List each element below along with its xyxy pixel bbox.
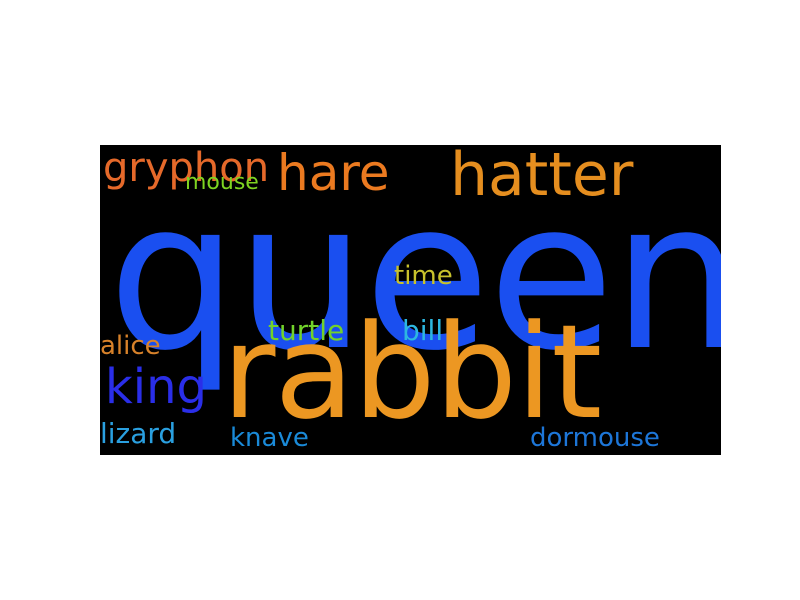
word-hatter: hatter (450, 145, 634, 210)
word-alice: alice (100, 331, 161, 361)
word-time: time (394, 261, 453, 291)
word-bill: bill (402, 314, 444, 347)
word-turtle: turtle (268, 314, 345, 347)
word-gryphon: gryphon (103, 145, 270, 191)
word-dormouse: dormouse (530, 423, 660, 453)
word-knave: knave (230, 423, 309, 453)
word-cloud: queen rabbit hatter hare gryphon mouse k… (100, 145, 721, 455)
word-queen: queen (108, 158, 721, 396)
word-hare: hare (277, 145, 390, 202)
word-king: king (105, 359, 208, 415)
word-lizard: lizard (100, 417, 177, 450)
word-mouse: mouse (185, 170, 259, 195)
word-rabbit: rabbit (222, 296, 602, 448)
